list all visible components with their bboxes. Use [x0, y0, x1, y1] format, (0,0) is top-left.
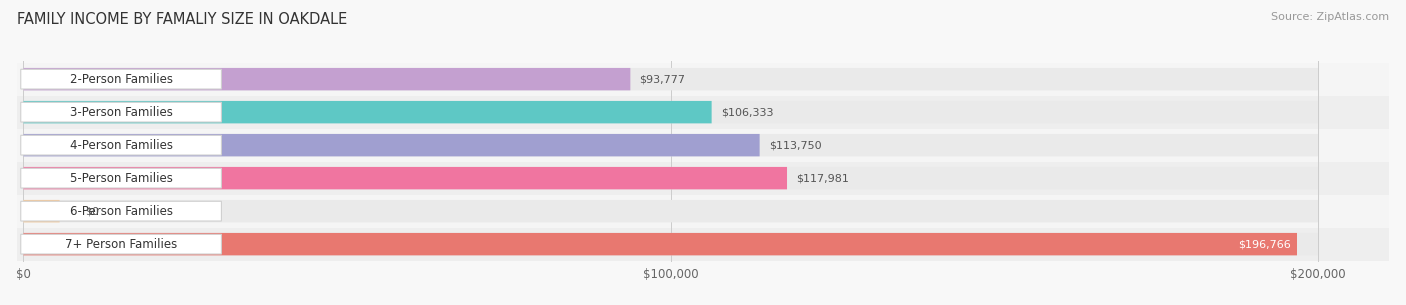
Text: Source: ZipAtlas.com: Source: ZipAtlas.com [1271, 12, 1389, 22]
FancyBboxPatch shape [21, 102, 221, 122]
Text: $106,333: $106,333 [721, 107, 773, 117]
FancyBboxPatch shape [21, 69, 221, 89]
FancyBboxPatch shape [21, 135, 221, 155]
Text: $93,777: $93,777 [640, 74, 685, 84]
FancyBboxPatch shape [17, 228, 1389, 261]
FancyBboxPatch shape [21, 234, 221, 254]
FancyBboxPatch shape [17, 162, 1389, 195]
Text: $117,981: $117,981 [796, 173, 849, 183]
FancyBboxPatch shape [24, 233, 1296, 255]
Text: $113,750: $113,750 [769, 140, 821, 150]
Text: $0: $0 [86, 206, 100, 216]
FancyBboxPatch shape [24, 200, 59, 222]
FancyBboxPatch shape [24, 134, 759, 156]
FancyBboxPatch shape [17, 129, 1389, 162]
FancyBboxPatch shape [24, 101, 711, 123]
Text: 3-Person Families: 3-Person Families [70, 106, 173, 119]
FancyBboxPatch shape [17, 96, 1389, 129]
Text: 5-Person Families: 5-Person Families [70, 172, 173, 185]
FancyBboxPatch shape [21, 201, 221, 221]
Text: 4-Person Families: 4-Person Families [69, 139, 173, 152]
Text: 7+ Person Families: 7+ Person Families [65, 238, 177, 251]
FancyBboxPatch shape [17, 63, 1389, 96]
Text: 6-Person Families: 6-Person Families [69, 205, 173, 218]
Text: FAMILY INCOME BY FAMALIY SIZE IN OAKDALE: FAMILY INCOME BY FAMALIY SIZE IN OAKDALE [17, 12, 347, 27]
FancyBboxPatch shape [24, 68, 1317, 90]
FancyBboxPatch shape [21, 168, 221, 188]
Text: 2-Person Families: 2-Person Families [69, 73, 173, 86]
FancyBboxPatch shape [24, 68, 630, 90]
FancyBboxPatch shape [24, 233, 1317, 255]
FancyBboxPatch shape [24, 167, 787, 189]
FancyBboxPatch shape [24, 101, 1317, 123]
FancyBboxPatch shape [17, 195, 1389, 228]
FancyBboxPatch shape [24, 134, 1317, 156]
Text: $196,766: $196,766 [1237, 239, 1291, 249]
FancyBboxPatch shape [24, 167, 1317, 189]
FancyBboxPatch shape [24, 200, 1317, 222]
